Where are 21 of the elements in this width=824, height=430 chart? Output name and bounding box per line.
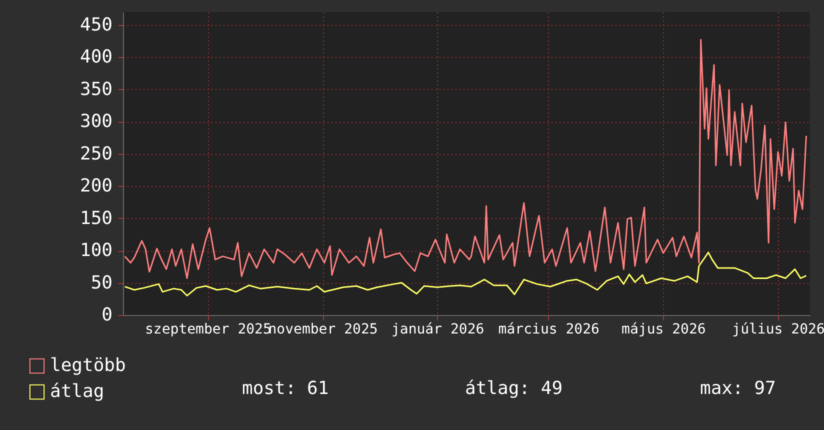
line-series: [124, 38, 807, 280]
x-tick-label: május 2026: [622, 322, 706, 338]
legend-label: átlag: [50, 381, 104, 402]
line-series: [124, 252, 807, 296]
y-tick-label: 400: [80, 46, 112, 68]
legend-label: legtöbb: [50, 355, 126, 376]
x-tick-label: július 2026: [732, 322, 824, 338]
y-tick-label: 350: [80, 78, 112, 100]
y-tick-label: 300: [80, 111, 112, 132]
y-tick-label: 450: [80, 14, 112, 36]
text: max: 97: [700, 378, 776, 399]
y-tick-label: 50: [90, 272, 112, 294]
text: átlag: 49: [465, 378, 563, 399]
y-tick-label: 150: [80, 208, 112, 229]
y-tick-label: 100: [80, 240, 112, 262]
x-tick-label: március 2026: [498, 322, 600, 338]
text: most: 61: [242, 378, 329, 399]
y-tick-label: 0: [102, 304, 112, 326]
x-tick-label: január 2026: [391, 322, 484, 338]
y-tick-label: 200: [80, 176, 112, 197]
y-tick-label: 250: [80, 143, 112, 164]
